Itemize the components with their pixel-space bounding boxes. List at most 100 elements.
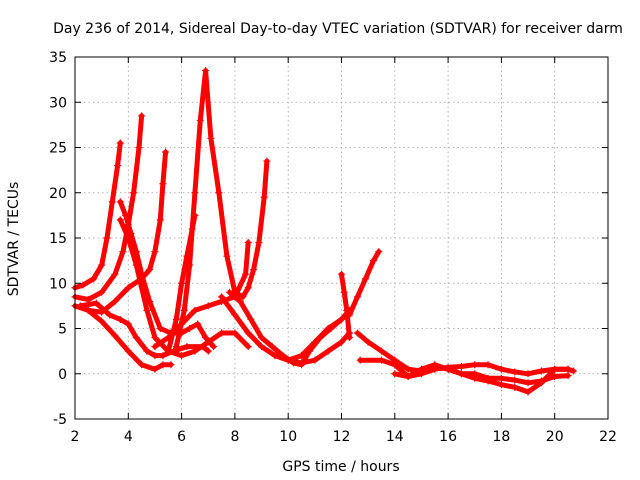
data-point [244,343,252,351]
data-point [172,315,180,323]
data-point [524,388,532,396]
data-point [364,338,372,346]
data-point [164,347,172,355]
data-point [250,266,258,274]
x-tick-label: 16 [439,429,457,445]
data-point [484,361,492,369]
data-point [524,370,532,378]
data-point [324,325,332,332]
data-point [132,334,140,342]
data-point [244,329,252,337]
data-point [340,288,348,296]
data-point [511,376,519,384]
data-point [244,284,252,292]
data-point [236,297,244,305]
data-point [353,329,361,337]
series-arc-2 [71,112,146,304]
series-line [72,149,169,315]
data-point [255,239,263,247]
data-point [242,270,250,278]
data-series [71,67,577,396]
series-arc-3 [71,148,170,316]
data-point [162,148,170,156]
x-tick-label: 8 [230,429,239,445]
data-point [471,361,479,369]
chart-title: Day 236 of 2014, Sidereal Day-to-day VTE… [53,21,623,37]
data-point [202,67,210,75]
series-line [72,140,123,291]
data-point [116,216,124,224]
y-tick-label: 30 [49,95,67,111]
data-point [103,234,111,242]
data-point [497,381,505,389]
data-point [271,352,279,360]
data-point [98,288,106,296]
data-point [404,365,412,373]
series-arc-15 [345,248,383,319]
data-point [298,359,306,367]
data-point [84,306,92,314]
y-tick-label: 25 [49,141,67,157]
series-arc-17 [356,356,577,396]
data-point [178,279,186,287]
data-point [311,356,319,364]
series-arc-9 [172,67,271,351]
series-arc-10 [151,239,252,351]
data-point [172,343,180,351]
series-arc-6 [116,198,218,351]
data-point [497,374,505,382]
data-point [151,352,159,360]
series-line [117,217,251,359]
data-point [159,352,167,360]
x-tick-label: 10 [279,429,297,445]
data-point [263,157,271,165]
x-tick-label: 2 [71,429,80,445]
x-tick-label: 6 [177,429,186,445]
data-point [151,343,159,351]
data-point [551,365,559,373]
data-point [247,315,255,323]
y-tick-label: 0 [58,367,67,383]
y-tick-label: 20 [49,186,67,202]
series-arc-14 [338,270,353,342]
data-point [178,320,186,328]
x-tick-label: 18 [492,429,510,445]
data-point [375,248,383,256]
data-point [138,112,146,120]
data-point [215,189,223,197]
data-point [124,320,132,328]
data-point [79,281,87,289]
data-point [260,193,268,201]
y-tick-label: -5 [53,412,67,428]
x-axis-label: GPS time / hours [282,459,399,475]
data-point [298,352,306,360]
data-point [537,367,545,375]
data-point [98,261,106,269]
data-point [116,198,124,206]
data-point [108,198,116,206]
data-point [186,261,194,269]
data-point [156,216,164,224]
data-point [191,347,199,355]
data-point [218,293,226,301]
data-point [457,363,465,371]
data-point [417,370,425,378]
data-point [98,317,106,325]
y-tick-label: 5 [58,322,67,338]
data-point [124,234,132,242]
data-point [537,379,545,387]
series-arc-18 [391,361,572,380]
data-point [116,139,124,147]
data-point [457,370,465,378]
series-arc-4 [76,299,212,360]
data-point [159,180,167,188]
x-tick-label: 4 [124,429,133,445]
data-point [135,144,143,151]
data-point [338,315,345,323]
data-point [284,356,292,364]
data-point [178,352,186,360]
data-point [106,311,114,319]
data-point [356,356,364,364]
data-point [311,338,319,346]
